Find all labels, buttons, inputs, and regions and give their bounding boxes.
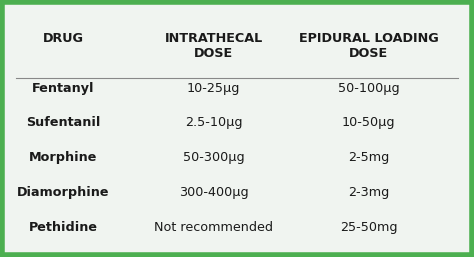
Text: 50-100μg: 50-100μg — [338, 81, 400, 95]
Text: 2-3mg: 2-3mg — [348, 186, 389, 199]
Text: Fentanyl: Fentanyl — [32, 81, 94, 95]
Text: 50-300μg: 50-300μg — [182, 151, 244, 164]
Text: 2.5-10μg: 2.5-10μg — [185, 116, 242, 130]
Text: 10-50μg: 10-50μg — [342, 116, 395, 130]
Text: 10-25μg: 10-25μg — [187, 81, 240, 95]
Text: Not recommended: Not recommended — [154, 221, 273, 234]
Text: Sufentanil: Sufentanil — [26, 116, 100, 130]
Text: EPIDURAL LOADING
DOSE: EPIDURAL LOADING DOSE — [299, 32, 438, 60]
Text: INTRATHECAL
DOSE: INTRATHECAL DOSE — [164, 32, 263, 60]
Text: 2-5mg: 2-5mg — [348, 151, 389, 164]
Text: DRUG: DRUG — [43, 32, 84, 45]
Text: Diamorphine: Diamorphine — [17, 186, 109, 199]
Text: Pethidine: Pethidine — [28, 221, 98, 234]
Text: 25-50mg: 25-50mg — [340, 221, 397, 234]
Text: Morphine: Morphine — [29, 151, 97, 164]
Text: 300-400μg: 300-400μg — [179, 186, 248, 199]
